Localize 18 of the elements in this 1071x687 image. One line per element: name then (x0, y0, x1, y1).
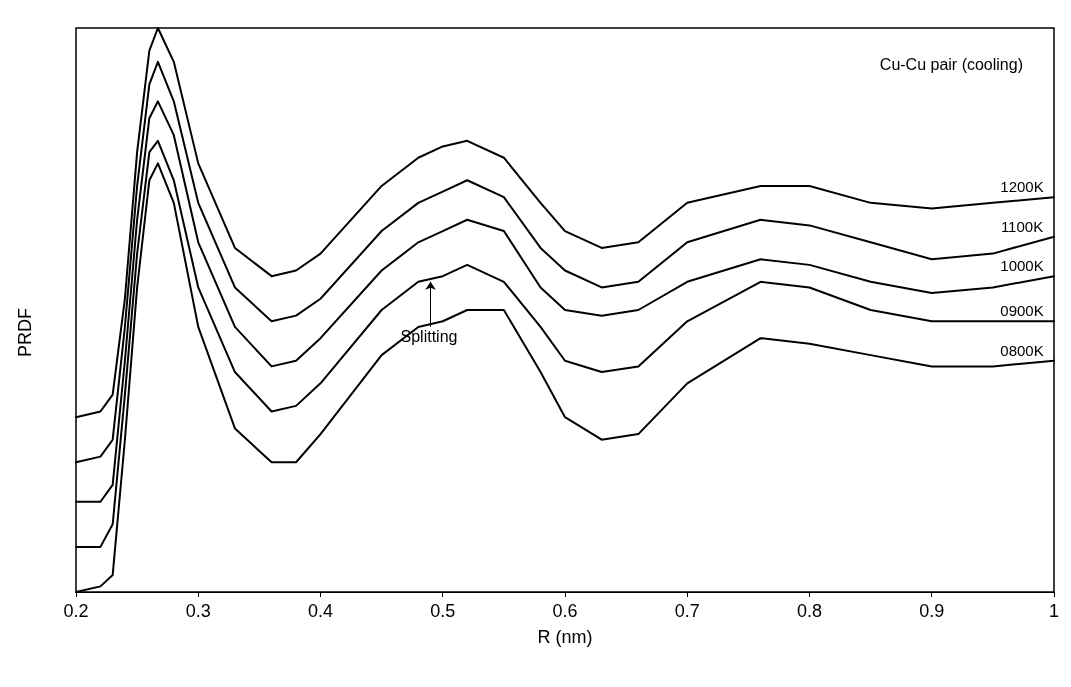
series-label: 1100K (1000, 217, 1044, 235)
series-label: 1200K (1000, 178, 1044, 196)
x-axis-title: R (nm) (537, 627, 593, 647)
x-tick-label: 1 (1048, 601, 1060, 621)
series-label: 0900K (1000, 302, 1044, 320)
y-axis-title: PRDF (15, 308, 35, 357)
x-tick-label: 0.3 (185, 601, 211, 621)
x-tick-label: 0.7 (674, 601, 700, 621)
x-tick-label: 0.6 (552, 601, 578, 621)
x-tick-label: 0.2 (63, 601, 89, 621)
x-tick-label: 0.5 (430, 601, 456, 621)
x-tick-label: 0.8 (796, 601, 823, 621)
series-label: 0800K (1000, 341, 1044, 359)
x-tick-label: 0.4 (307, 601, 334, 621)
x-tick-label: 0.9 (919, 601, 945, 621)
series-label: 1000K (1000, 257, 1044, 275)
annotation: Splitting (400, 328, 458, 346)
annotation: Cu-Cu pair (cooling) (879, 55, 1024, 73)
